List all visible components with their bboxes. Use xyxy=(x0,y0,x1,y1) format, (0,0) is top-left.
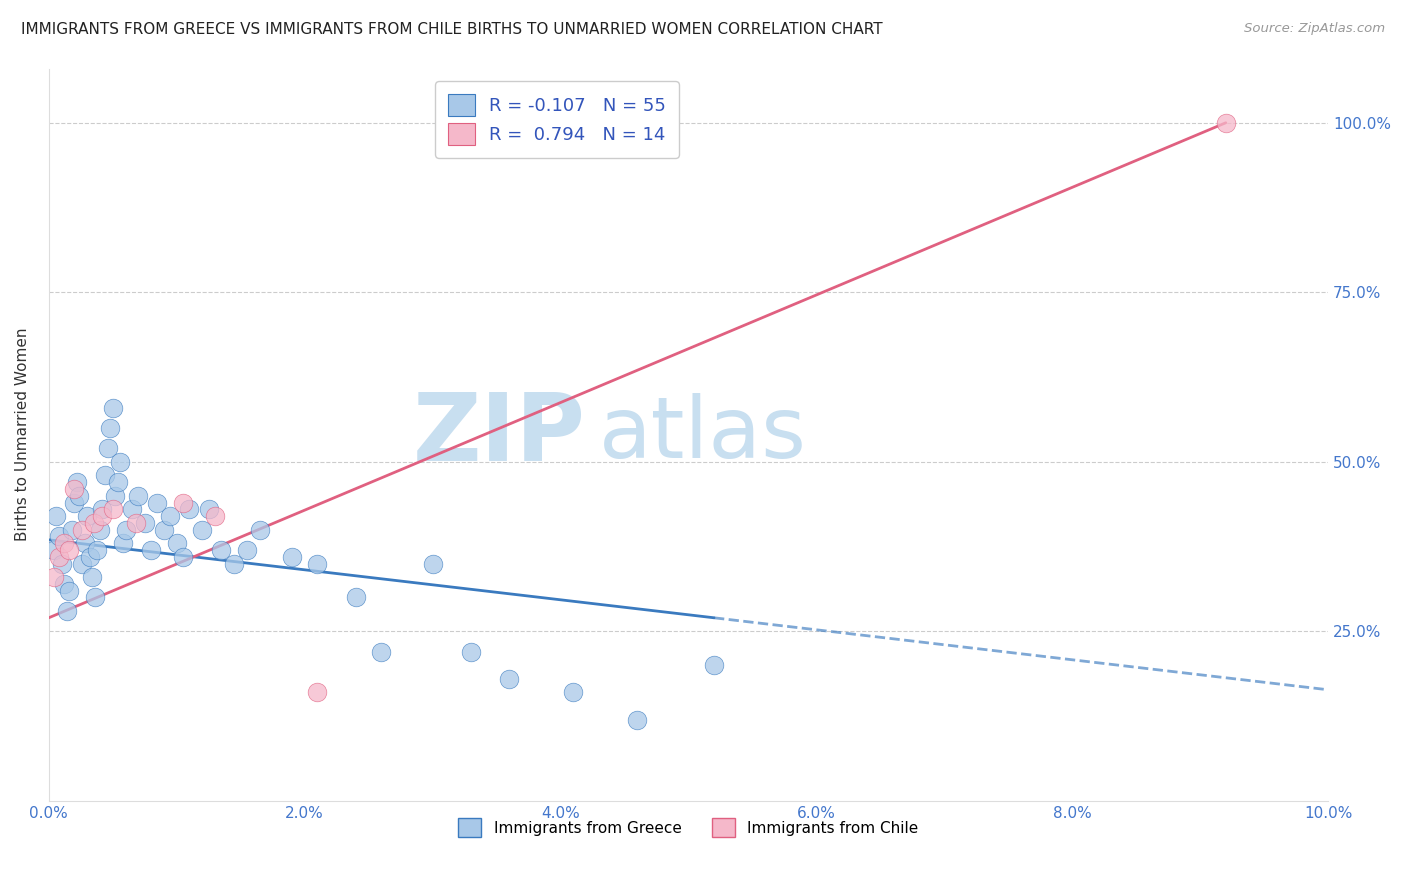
Point xyxy=(703,658,725,673)
Point xyxy=(91,502,114,516)
Point xyxy=(86,543,108,558)
Text: IMMIGRANTS FROM GREECE VS IMMIGRANTS FROM CHILE BIRTHS TO UNMARRIED WOMEN CORREL: IMMIGRANTS FROM GREECE VS IMMIGRANTS FRO… xyxy=(21,22,883,37)
Point xyxy=(159,509,181,524)
Point xyxy=(53,536,76,550)
Point xyxy=(197,502,219,516)
Point xyxy=(626,713,648,727)
Point xyxy=(60,523,83,537)
Point xyxy=(69,489,91,503)
Point xyxy=(121,502,143,516)
Point xyxy=(89,523,111,537)
Point xyxy=(307,557,329,571)
Point xyxy=(281,549,304,564)
Point xyxy=(191,523,214,537)
Point xyxy=(66,475,89,490)
Point xyxy=(97,442,120,456)
Point xyxy=(172,495,194,509)
Point xyxy=(58,543,80,558)
Point xyxy=(460,645,482,659)
Point xyxy=(76,509,98,524)
Point xyxy=(104,489,127,503)
Point xyxy=(307,685,329,699)
Point xyxy=(70,557,93,571)
Point xyxy=(63,495,86,509)
Text: ZIP: ZIP xyxy=(413,389,586,481)
Point xyxy=(125,516,148,530)
Point xyxy=(48,529,70,543)
Point xyxy=(111,536,134,550)
Point xyxy=(236,543,259,558)
Point xyxy=(82,570,104,584)
Point xyxy=(42,543,65,558)
Point xyxy=(211,543,233,558)
Point xyxy=(172,549,194,564)
Point xyxy=(42,570,65,584)
Point xyxy=(1215,116,1237,130)
Point xyxy=(101,502,124,516)
Point xyxy=(344,591,367,605)
Text: Source: ZipAtlas.com: Source: ZipAtlas.com xyxy=(1244,22,1385,36)
Point xyxy=(83,591,105,605)
Point xyxy=(134,516,156,530)
Point xyxy=(83,516,105,530)
Point xyxy=(114,523,136,537)
Point xyxy=(73,536,96,550)
Point xyxy=(204,509,226,524)
Legend: Immigrants from Greece, Immigrants from Chile: Immigrants from Greece, Immigrants from … xyxy=(451,811,927,845)
Point xyxy=(422,557,444,571)
Point xyxy=(107,475,129,490)
Point xyxy=(55,604,77,618)
Point xyxy=(101,401,124,415)
Point xyxy=(146,495,169,509)
Point xyxy=(370,645,392,659)
Point xyxy=(63,482,86,496)
Point xyxy=(139,543,162,558)
Point xyxy=(179,502,201,516)
Point xyxy=(48,549,70,564)
Point xyxy=(166,536,188,550)
Point xyxy=(498,672,520,686)
Point xyxy=(51,557,73,571)
Point xyxy=(110,455,132,469)
Point xyxy=(45,509,67,524)
Point xyxy=(94,468,117,483)
Point xyxy=(224,557,246,571)
Point xyxy=(249,523,271,537)
Point xyxy=(53,577,76,591)
Point xyxy=(91,509,114,524)
Point xyxy=(70,523,93,537)
Text: atlas: atlas xyxy=(599,393,807,476)
Point xyxy=(153,523,176,537)
Point xyxy=(98,421,121,435)
Point xyxy=(562,685,585,699)
Point xyxy=(127,489,149,503)
Point xyxy=(79,549,101,564)
Y-axis label: Births to Unmarried Women: Births to Unmarried Women xyxy=(15,328,30,541)
Point xyxy=(58,583,80,598)
